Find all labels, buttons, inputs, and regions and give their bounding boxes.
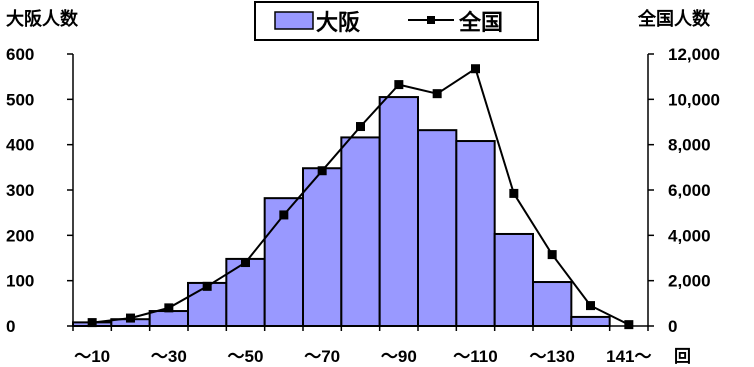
x-tick-label-1: ～30 <box>151 347 187 366</box>
legend-swatch-osaka <box>274 11 314 30</box>
bar-osaka-12 <box>532 281 573 328</box>
bar-osaka-13 <box>570 315 611 327</box>
left-tick-label-0: 0 <box>6 317 15 336</box>
bar-osaka-8 <box>378 96 419 327</box>
point-national-14 <box>624 320 634 330</box>
bar-osaka-11 <box>493 232 534 327</box>
right-axis-title: 全国人数 <box>637 8 711 30</box>
point-national-6 <box>317 166 327 176</box>
x-tick-label-6: ～130 <box>529 347 574 366</box>
point-national-7 <box>356 122 365 132</box>
x-tick-label-0: ～10 <box>74 347 110 366</box>
left-tick-label-6: 600 <box>6 45 34 64</box>
left-tick-label-1: 100 <box>6 272 34 291</box>
left-tick-label-3: 300 <box>6 181 34 200</box>
right-tick-label-5: 10,000 <box>668 90 720 109</box>
point-national-9 <box>432 89 442 99</box>
bar-osaka-9 <box>417 129 458 327</box>
bar-layer <box>72 96 611 328</box>
legend: 大阪 全国 <box>254 1 539 41</box>
right-tick-label-6: 12,000 <box>668 45 720 64</box>
left-tick-label-4: 400 <box>6 136 34 155</box>
point-national-5 <box>279 210 289 220</box>
bar-osaka-4 <box>225 257 266 328</box>
x-tick-label-2: ～50 <box>228 347 264 366</box>
point-national-12 <box>547 250 557 260</box>
right-tick-label-0: 0 <box>668 317 677 336</box>
x-tick-label-3: ～70 <box>304 347 340 366</box>
left-tick-label-2: 200 <box>6 226 34 245</box>
point-national-4 <box>241 258 250 268</box>
left-axis-title: 大阪人数 <box>6 8 79 30</box>
right-tick-label-1: 2,000 <box>668 272 711 291</box>
right-tick-label-2: 4,000 <box>668 226 711 245</box>
point-national-2 <box>164 303 174 313</box>
point-national-3 <box>202 281 212 291</box>
x-tick-label-7: 141～ <box>606 347 651 366</box>
legend-label-osaka: 大阪 <box>316 11 360 36</box>
point-national-8 <box>394 80 404 90</box>
right-tick-label-3: 6,000 <box>668 181 711 200</box>
line-layer <box>87 64 634 330</box>
x-tick-label-5: ～110 <box>453 347 497 366</box>
point-national-0 <box>87 318 97 328</box>
bar-osaka-7 <box>340 136 381 327</box>
legend-label-national: 全国 <box>458 10 503 36</box>
right-tick-label-4: 8,000 <box>668 136 711 155</box>
point-national-10 <box>471 64 480 74</box>
tick-layer: 0 100 200 300 400 500 600 0 2,000 4,000 6,000 8,000… <box>6 45 720 366</box>
bar-osaka-2 <box>148 310 190 328</box>
point-national-1 <box>126 313 135 323</box>
x-unit-label: 回 <box>674 347 691 366</box>
bar-osaka-10 <box>455 140 496 327</box>
left-tick-label-5: 500 <box>6 90 34 109</box>
axis-layer <box>67 53 654 331</box>
x-tick-label-4: ～90 <box>381 347 417 366</box>
bar-osaka-6 <box>302 167 343 327</box>
legend-marker-national <box>427 16 435 24</box>
point-national-11 <box>509 188 519 198</box>
point-national-13 <box>586 301 595 311</box>
